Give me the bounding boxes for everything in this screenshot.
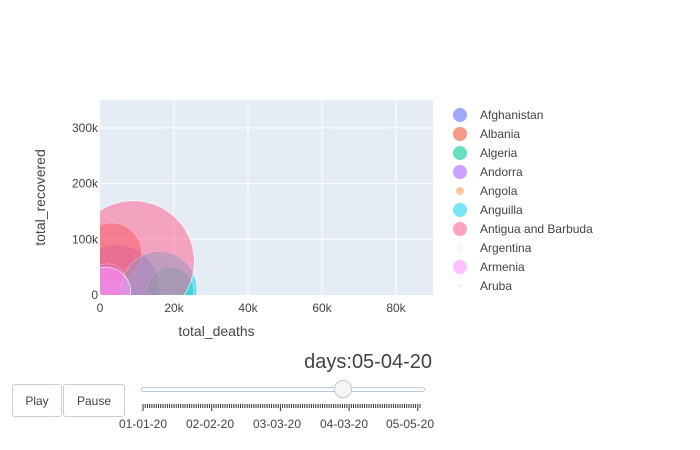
data-bubble[interactable] xyxy=(99,293,102,296)
x-tick-label: 60k xyxy=(312,301,332,315)
slider-step-label[interactable]: 01-01-20 xyxy=(118,417,168,431)
legend-marker[interactable] xyxy=(453,127,467,141)
data-bubble[interactable] xyxy=(72,200,195,323)
y-axis-title: total_recovered xyxy=(32,149,48,246)
legend-label[interactable]: Afghanistan xyxy=(480,108,543,122)
slider-prefix: days: xyxy=(304,351,352,373)
y-tick-label: 0 xyxy=(91,288,98,302)
legend-label[interactable]: Argentina xyxy=(480,241,532,255)
grid xyxy=(100,100,433,295)
legend-label[interactable]: Albania xyxy=(480,127,520,141)
legend-marker[interactable] xyxy=(456,187,464,195)
legend-label[interactable]: Algeria xyxy=(480,146,518,160)
legend-marker[interactable] xyxy=(453,146,467,160)
slider-step-label[interactable]: 02-02-20 xyxy=(185,417,235,431)
legend-marker[interactable] xyxy=(453,165,467,179)
slider-step-label[interactable]: 04-03-20 xyxy=(319,417,369,431)
legend-label[interactable]: Aruba xyxy=(480,279,512,293)
data-bubble[interactable] xyxy=(80,266,132,317)
x-tick-label: 20k xyxy=(164,301,184,315)
slider-current-value: days:05-04-20 xyxy=(200,351,432,374)
play-button[interactable]: Play xyxy=(12,384,62,417)
tick-labels: 0 20k 40k 60k 80k 0 100k 200k 300k xyxy=(72,121,407,315)
y-tick-label: 300k xyxy=(72,121,99,135)
bubble-layer xyxy=(72,200,198,323)
x-tick-label: 0 xyxy=(97,301,104,315)
legend-marker[interactable] xyxy=(453,108,467,122)
legend-marker[interactable] xyxy=(453,203,467,217)
slider-step-label[interactable]: 05-05-20 xyxy=(385,417,435,431)
x-axis-title: total_deaths xyxy=(178,323,254,339)
slider-track[interactable] xyxy=(141,387,425,392)
y-tick-label: 100k xyxy=(72,232,99,246)
x-tick-label: 40k xyxy=(238,301,258,315)
legend-marker[interactable] xyxy=(459,285,461,287)
legend: Afghanistan Albania Algeria Andorra Angola An… xyxy=(453,108,593,293)
slider-value: 05-04-20 xyxy=(351,351,432,373)
slider-handle[interactable] xyxy=(334,380,353,398)
pause-button[interactable]: Pause xyxy=(63,384,125,417)
legend-label[interactable]: Andorra xyxy=(480,165,523,179)
legend-label[interactable]: Anguilla xyxy=(480,203,523,217)
legend-marker[interactable] xyxy=(453,222,467,236)
y-tick-label: 200k xyxy=(72,177,99,191)
slider-step-label[interactable]: 03-03-20 xyxy=(252,417,302,431)
legend-marker[interactable] xyxy=(453,260,467,274)
legend-marker[interactable] xyxy=(459,247,461,249)
legend-label[interactable]: Antigua and Barbuda xyxy=(480,222,593,236)
x-tick-label: 80k xyxy=(386,301,406,315)
legend-label[interactable]: Angola xyxy=(480,184,518,198)
legend-label[interactable]: Armenia xyxy=(480,260,525,274)
